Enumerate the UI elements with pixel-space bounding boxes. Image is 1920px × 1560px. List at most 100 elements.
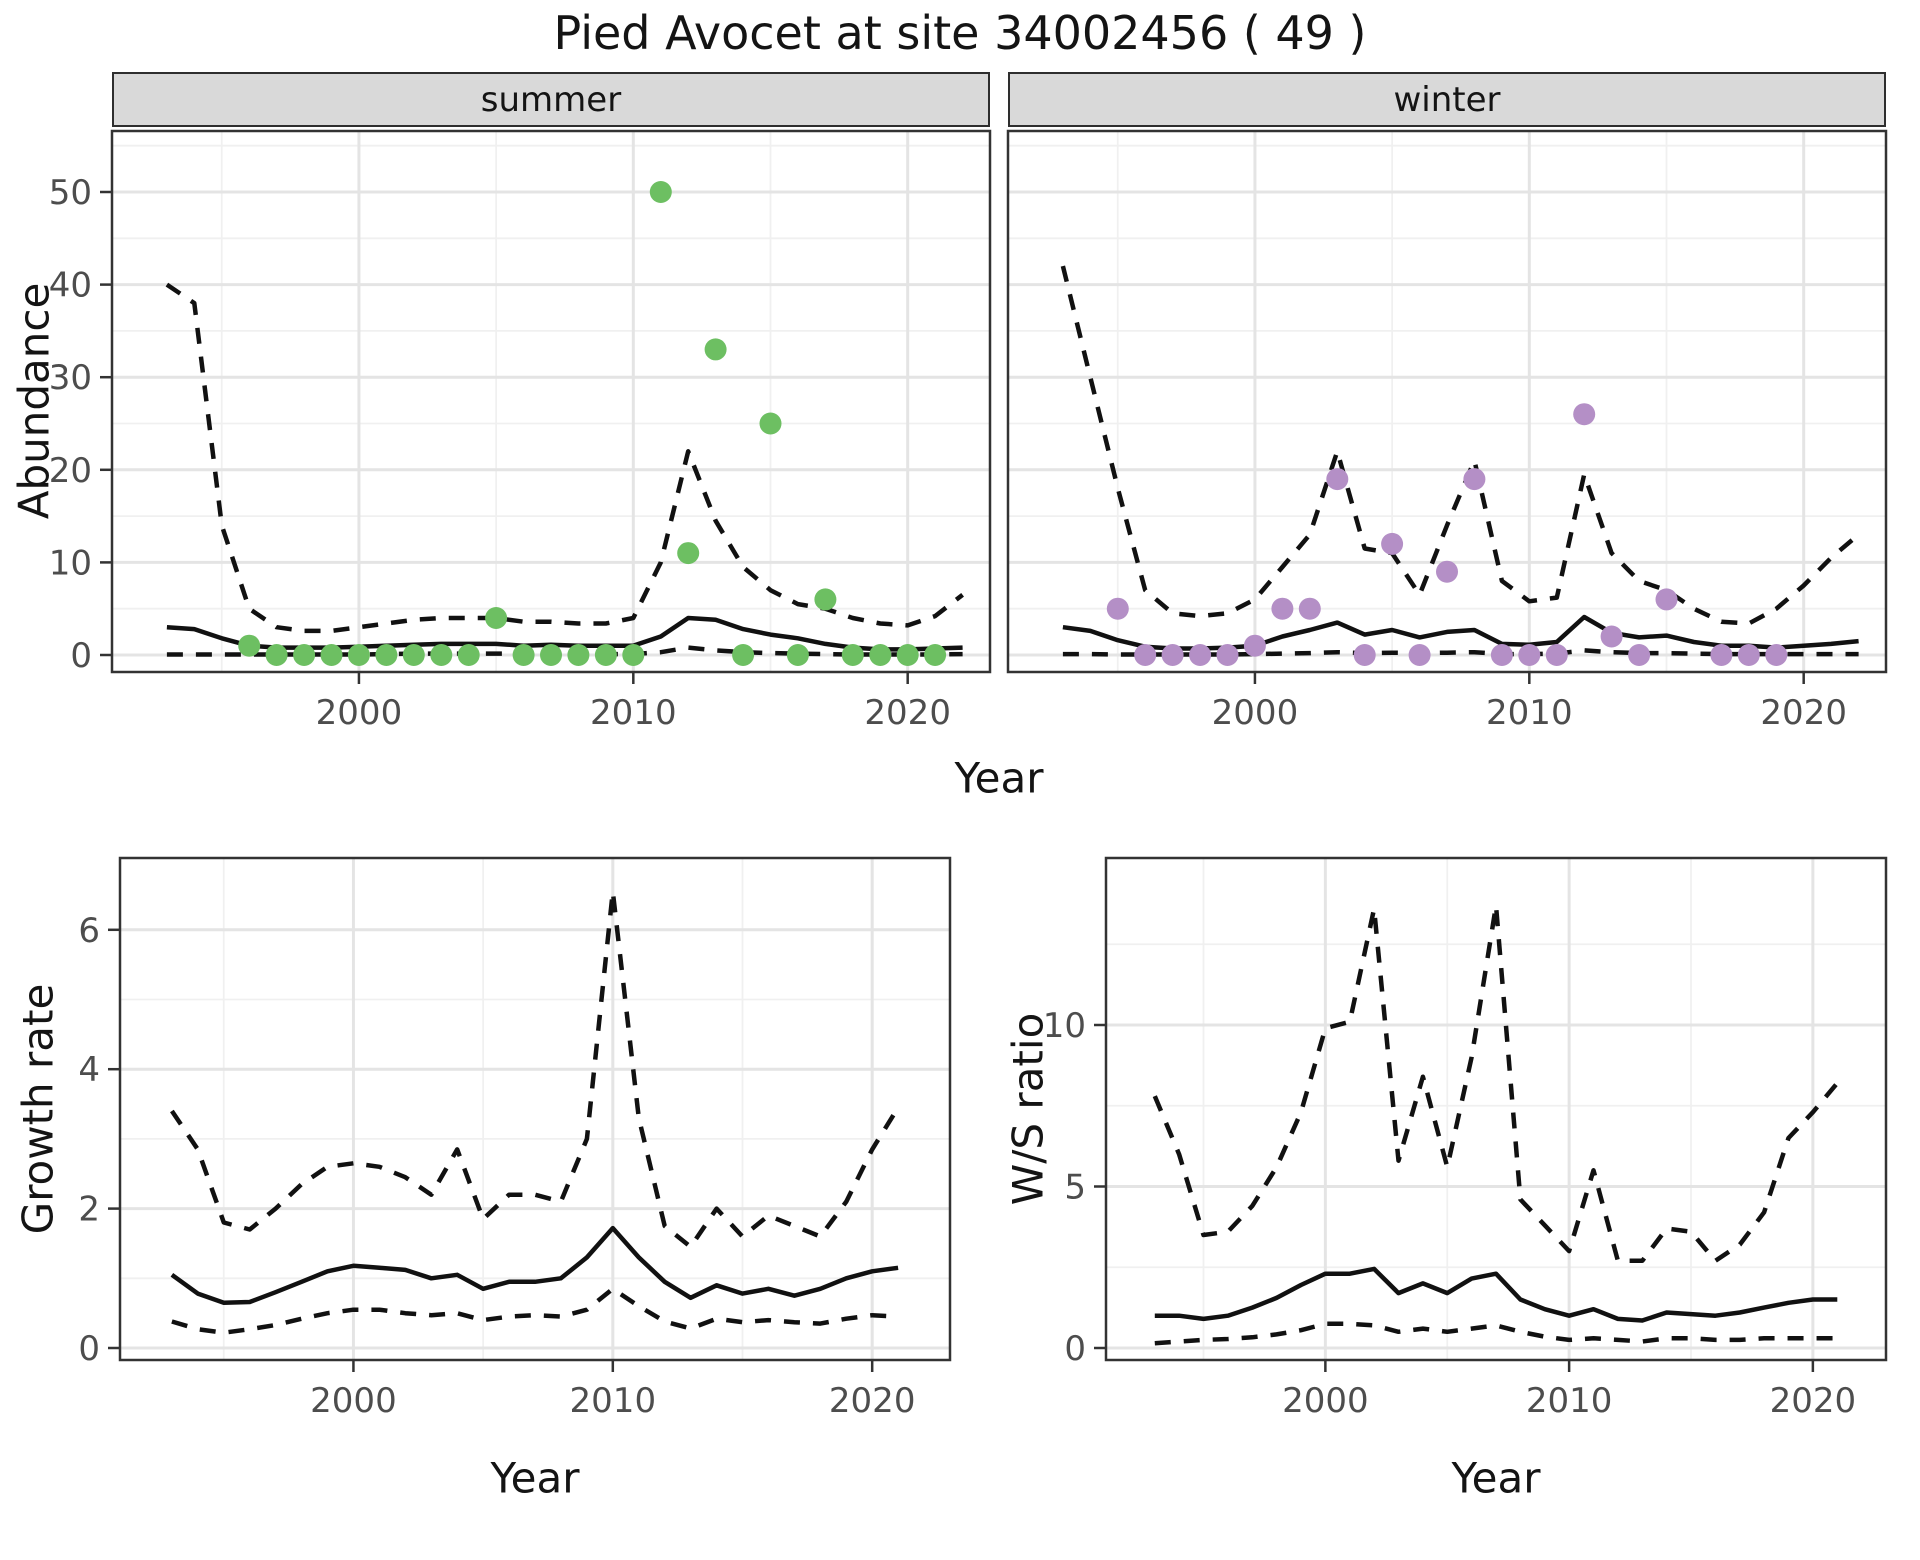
panel-border <box>1104 856 1888 1362</box>
facet-strip-summer: summer <box>112 72 990 127</box>
y-tick-label: 6 <box>78 911 100 951</box>
panel-border <box>118 856 952 1362</box>
observed-counts-winter-point <box>1710 644 1733 666</box>
observed-counts-winter-point <box>1326 468 1349 491</box>
observed-counts-winter-point <box>1737 644 1760 666</box>
observed-counts-winter-point <box>1545 644 1568 666</box>
x-tick-label: 2000 <box>316 693 403 733</box>
observed-counts-summer-point <box>375 644 398 666</box>
observed-counts-summer-point <box>732 644 755 666</box>
observed-counts-winter-point <box>1436 560 1458 583</box>
observed-counts-winter-point <box>1134 644 1157 666</box>
panel-background <box>1008 131 1886 672</box>
y-tick-label: 40 <box>49 266 92 306</box>
panel-border <box>110 129 992 674</box>
y-tick-label: 10 <box>49 543 92 583</box>
observed-counts-winter-point <box>1381 532 1404 555</box>
facet-strip-summer-label: summer <box>480 79 622 120</box>
observed-counts-summer-point <box>347 644 370 666</box>
observed-counts-summer-point <box>265 644 288 666</box>
observed-counts-winter-point <box>1628 644 1651 666</box>
series-upper_ci <box>1152 903 1840 1264</box>
observed-counts-summer-point <box>704 338 727 361</box>
observed-counts-summer-point <box>540 644 562 666</box>
observed-counts-winter-point <box>1573 403 1596 426</box>
observed-counts-winter-point <box>1106 597 1129 620</box>
observed-counts-summer-point <box>924 644 947 666</box>
series-lower_ci <box>171 1286 899 1335</box>
observed-counts-summer-point <box>402 644 425 666</box>
panel-growth-rate: 2000 2010 2020 0 2 4 6 <box>78 856 952 1421</box>
observed-counts-winter-point <box>1490 644 1513 666</box>
series-median <box>1154 1266 1838 1323</box>
observed-counts-summer-point <box>293 644 316 666</box>
observed-counts-summer-point <box>814 588 837 611</box>
x-axis-title-year-bottom-right: Year <box>1451 1453 1541 1503</box>
observed-counts-winter-point <box>1600 625 1623 648</box>
observed-counts-winter-point <box>1655 588 1678 611</box>
y-tick-label: 10 <box>1043 1006 1086 1046</box>
x-tick-label: 2010 <box>590 693 677 733</box>
facet-strip-winter-label: winter <box>1393 79 1501 120</box>
observed-counts-winter-point <box>1298 597 1321 620</box>
observed-counts-summer-point <box>320 644 343 666</box>
panel-abundance-summer: 2000 2010 2020 0 10 20 30 40 50 <box>49 129 992 733</box>
series-upper_ci <box>1060 265 1861 626</box>
x-axis-title-year-bottom-left: Year <box>490 1453 580 1503</box>
observed-counts-summer-point <box>594 644 617 666</box>
observed-counts-summer-point <box>896 644 919 666</box>
panel-background <box>112 131 990 672</box>
y-tick-label: 2 <box>78 1190 100 1230</box>
y-axis-title-abundance: Abundance <box>9 282 59 520</box>
observed-counts-winter-point <box>1518 644 1541 666</box>
observed-counts-winter-point <box>1353 644 1376 666</box>
panel-border <box>1006 129 1888 674</box>
series-median <box>170 1225 899 1305</box>
observed-counts-summer-point <box>430 644 453 666</box>
observed-counts-summer-point <box>677 542 700 565</box>
y-tick-label: 30 <box>49 358 92 398</box>
x-tick-label: 2020 <box>1760 693 1847 733</box>
y-tick-label: 5 <box>1064 1168 1086 1208</box>
y-tick-label: 20 <box>49 451 92 491</box>
observed-counts-winter-point <box>1408 644 1431 666</box>
panel-background <box>120 858 950 1360</box>
observed-counts-summer-point <box>457 644 480 666</box>
observed-counts-summer-point <box>238 634 261 657</box>
observed-counts-summer-point <box>485 607 508 629</box>
x-tick-label: 2010 <box>1486 693 1573 733</box>
page-title: Pied Avocet at site 34002456 ( 49 ) <box>553 6 1367 60</box>
y-axis-title-growth-rate: Growth rate <box>13 983 63 1235</box>
x-tick-label: 2000 <box>310 1381 397 1421</box>
y-tick-label: 4 <box>78 1050 100 1090</box>
observed-counts-winter-point <box>1463 468 1486 491</box>
observed-counts-summer-point <box>841 644 864 666</box>
y-tick-label: 50 <box>49 173 92 213</box>
observed-counts-winter-point <box>1243 634 1266 657</box>
observed-counts-winter-point <box>1161 644 1184 666</box>
x-axis-title-year-top: Year <box>954 753 1044 803</box>
y-tick-label: 0 <box>78 1329 100 1369</box>
y-axis-title-ws-ratio: W/S ratio <box>1003 1012 1053 1206</box>
x-tick-label: 2010 <box>570 1381 657 1421</box>
observed-counts-winter-point <box>1765 644 1788 666</box>
facet-strip-winter: winter <box>1008 72 1886 127</box>
series-upper_ci <box>170 889 901 1250</box>
observed-counts-summer-point <box>786 644 809 666</box>
x-tick-label: 2000 <box>1282 1381 1369 1421</box>
x-tick-label: 2020 <box>829 1381 916 1421</box>
observed-counts-summer-point <box>622 644 645 666</box>
series-upper_ci <box>165 282 964 634</box>
y-tick-label: 0 <box>1064 1329 1086 1369</box>
panel-abundance-winter: 2000 2010 2020 <box>1006 129 1888 733</box>
panel-ws-ratio: 2000 2010 2020 0 5 10 <box>1043 856 1888 1421</box>
x-tick-label: 2020 <box>1770 1381 1857 1421</box>
y-tick-label: 0 <box>70 636 92 676</box>
observed-counts-summer-point <box>869 644 892 666</box>
observed-counts-winter-point <box>1271 597 1294 620</box>
observed-counts-winter-point <box>1216 644 1239 666</box>
x-tick-label: 2000 <box>1212 693 1299 733</box>
observed-counts-summer-point <box>759 412 782 435</box>
